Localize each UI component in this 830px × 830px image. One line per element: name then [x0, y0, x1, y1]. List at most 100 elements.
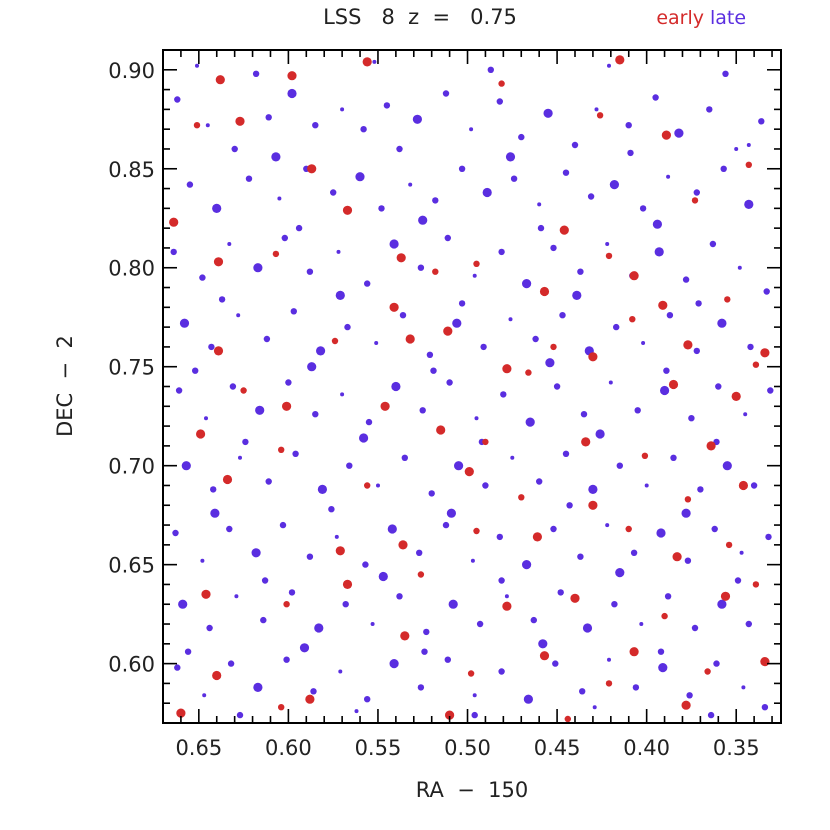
x-tick-label: 0.55 [355, 736, 402, 760]
late-point [210, 508, 220, 518]
late-point [508, 317, 513, 322]
late-point [706, 106, 713, 113]
early-point [570, 593, 580, 603]
late-point [364, 280, 371, 287]
late-point [334, 534, 339, 539]
late-point [666, 174, 671, 179]
early-point [596, 112, 604, 119]
late-point [179, 318, 190, 328]
early-point [532, 532, 543, 542]
y-tick-label: 0.75 [108, 356, 155, 380]
late-point [340, 392, 345, 397]
late-point [530, 616, 537, 624]
late-point [355, 172, 365, 182]
late-point [202, 693, 207, 698]
late-point [184, 648, 192, 655]
late-point [607, 657, 611, 662]
early-point [342, 205, 353, 215]
late-point [419, 407, 426, 414]
late-point [559, 312, 566, 319]
late-point [750, 482, 758, 489]
late-point [538, 639, 548, 649]
late-point [281, 234, 288, 242]
early-point [672, 552, 682, 562]
early-point [550, 343, 557, 351]
late-point [579, 688, 586, 695]
early-point [704, 668, 711, 675]
late-point [684, 557, 692, 564]
late-point [765, 533, 772, 541]
late-point [537, 224, 545, 232]
early-point [364, 482, 371, 489]
late-point [208, 343, 215, 351]
late-point [370, 622, 375, 626]
late-point [236, 711, 244, 719]
plot-frame [162, 49, 782, 724]
late-point [170, 248, 177, 256]
late-point [192, 367, 199, 374]
late-point [518, 133, 525, 141]
late-point [487, 66, 494, 74]
late-point [253, 263, 263, 273]
early-point [362, 57, 372, 67]
late-point [265, 478, 272, 485]
late-point [288, 589, 296, 596]
late-point [340, 107, 345, 112]
late-point [227, 242, 232, 246]
late-point [360, 126, 367, 133]
late-point [562, 169, 570, 176]
y-tick-label: 0.85 [108, 158, 155, 182]
early-point [436, 425, 446, 435]
early-point [215, 75, 225, 85]
late-point [480, 343, 487, 351]
late-series [170, 59, 774, 719]
early-point [661, 612, 668, 620]
late-point [444, 234, 451, 242]
late-point [252, 70, 260, 78]
late-point [523, 694, 534, 704]
late-point [722, 461, 732, 471]
late-point [482, 482, 489, 489]
late-point [328, 506, 335, 513]
late-point [229, 383, 237, 390]
late-point [242, 438, 249, 446]
late-point [314, 623, 324, 633]
late-point [175, 387, 183, 394]
late-point [634, 407, 641, 414]
late-point [417, 684, 425, 691]
late-point [245, 175, 253, 182]
late-point [172, 529, 179, 537]
late-point [745, 620, 752, 628]
early-point [287, 71, 297, 81]
late-point [336, 249, 341, 254]
late-point [607, 63, 611, 68]
late-point [426, 351, 434, 358]
late-point [632, 684, 640, 691]
late-point [630, 549, 638, 556]
late-point [562, 450, 570, 457]
late-point [594, 107, 599, 112]
late-point [452, 318, 462, 328]
late-point [537, 202, 542, 207]
late-point [505, 152, 516, 162]
late-point [688, 415, 695, 422]
late-point [660, 385, 670, 396]
late-point [693, 347, 700, 355]
late-point [285, 379, 292, 386]
chart-title: LSS 8 z = 0.75 [323, 5, 517, 29]
late-point [577, 268, 584, 275]
early-point [661, 130, 672, 140]
late-point [299, 643, 310, 653]
late-point [592, 705, 597, 710]
late-point [307, 362, 317, 372]
late-point [418, 215, 428, 225]
early-point [398, 540, 408, 550]
x-tick-label: 0.50 [444, 736, 491, 760]
early-point [445, 710, 455, 720]
early-point [629, 271, 639, 281]
late-point [500, 391, 507, 398]
early-point [389, 302, 399, 312]
early-point [213, 257, 224, 267]
late-point [616, 462, 623, 469]
early-point [331, 337, 339, 345]
